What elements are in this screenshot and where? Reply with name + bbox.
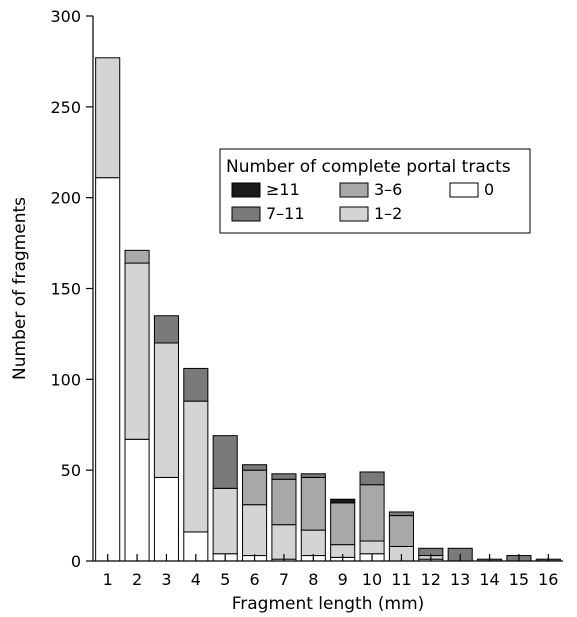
bar-segment (300, 473, 326, 478)
legend-label: ≥11 (266, 180, 300, 199)
x-tick-label: 12 (421, 570, 441, 589)
bar-segment (359, 540, 385, 555)
x-tick-label: 11 (391, 570, 411, 589)
legend-entries: ≥11 3–6 0 7–11 1–2 (231, 180, 494, 223)
bar-segment (242, 464, 268, 471)
bar-segment (153, 476, 179, 562)
x-tick-label: 6 (249, 570, 259, 589)
bar-segment (271, 473, 297, 480)
y-tick-label: 0 (71, 552, 81, 571)
bar-segment (124, 249, 150, 264)
bar-segment (95, 177, 121, 562)
y-tick-label: 300 (50, 7, 81, 26)
x-tick-label: 9 (338, 570, 348, 589)
y-axis-title: Number of fragments (10, 197, 30, 380)
bar-segment (388, 515, 414, 547)
bar-stack (95, 57, 121, 562)
bar-segment (330, 502, 356, 546)
bar-stack (388, 511, 414, 562)
x-tick-label: 7 (279, 570, 289, 589)
x-axis-ticks: 1 2 3 4 5 6 7 8 9 10 11 12 13 14 15 16 (103, 554, 558, 589)
legend-swatch (449, 182, 479, 198)
x-tick-label: 4 (191, 570, 201, 589)
y-axis-ticks: 0 50 100 150 200 250 300 (50, 7, 93, 571)
bar-stack (242, 464, 268, 562)
bar-stack (183, 367, 209, 562)
y-tick-label: 50 (61, 461, 81, 480)
bar-segment (300, 476, 326, 531)
bar-segment (242, 504, 268, 557)
bar-segment (359, 484, 385, 542)
x-tick-label: 10 (362, 570, 382, 589)
legend-label: 7–11 (266, 204, 305, 223)
legend-swatch (339, 182, 369, 198)
bar-stack (124, 249, 150, 562)
bar-segment (212, 435, 238, 489)
x-tick-label: 8 (308, 570, 318, 589)
bar-segment (212, 487, 238, 555)
bar-stack (153, 315, 179, 562)
x-tick-label: 13 (450, 570, 470, 589)
legend: Number of complete portal tracts ≥11 3–6 0… (219, 148, 531, 234)
legend-title: Number of complete portal tracts (226, 157, 511, 177)
x-tick-label: 2 (132, 570, 142, 589)
plot-area (95, 57, 561, 562)
legend-label: 0 (484, 180, 494, 199)
bar-segment (124, 262, 150, 440)
legend-swatch (231, 182, 261, 198)
bar-segment (271, 478, 297, 526)
bar-segment (183, 400, 209, 533)
bar-stack (300, 473, 326, 562)
legend-swatch (231, 206, 261, 222)
x-tick-label: 3 (161, 570, 171, 589)
bar-segment (330, 498, 356, 504)
x-tick-label: 5 (220, 570, 230, 589)
x-tick-label: 15 (509, 570, 529, 589)
bar-segment (242, 469, 268, 506)
bar-stack (212, 435, 238, 562)
bar-segment (153, 342, 179, 478)
y-tick-label: 200 (50, 189, 81, 208)
legend-swatch (339, 206, 369, 222)
bar-segment (300, 529, 326, 557)
x-axis-title: Fragment length (mm) (232, 594, 425, 614)
bar-segment (95, 57, 121, 179)
bar-stack (359, 471, 385, 562)
y-tick-label: 250 (50, 98, 81, 117)
y-tick-label: 150 (50, 280, 81, 299)
x-tick-label: 16 (538, 570, 558, 589)
bar-segment (183, 367, 209, 402)
bar-segment (388, 511, 414, 517)
bar-stack (271, 473, 297, 562)
legend-label: 1–2 (374, 204, 402, 223)
x-tick-label: 14 (479, 570, 499, 589)
bar-segment (153, 315, 179, 344)
legend-label: 3–6 (374, 180, 402, 199)
bar-segment (359, 471, 385, 486)
bar-segment (124, 438, 150, 562)
y-tick-label: 100 (50, 370, 81, 389)
bar-stack (330, 498, 356, 562)
x-tick-label: 1 (103, 570, 113, 589)
